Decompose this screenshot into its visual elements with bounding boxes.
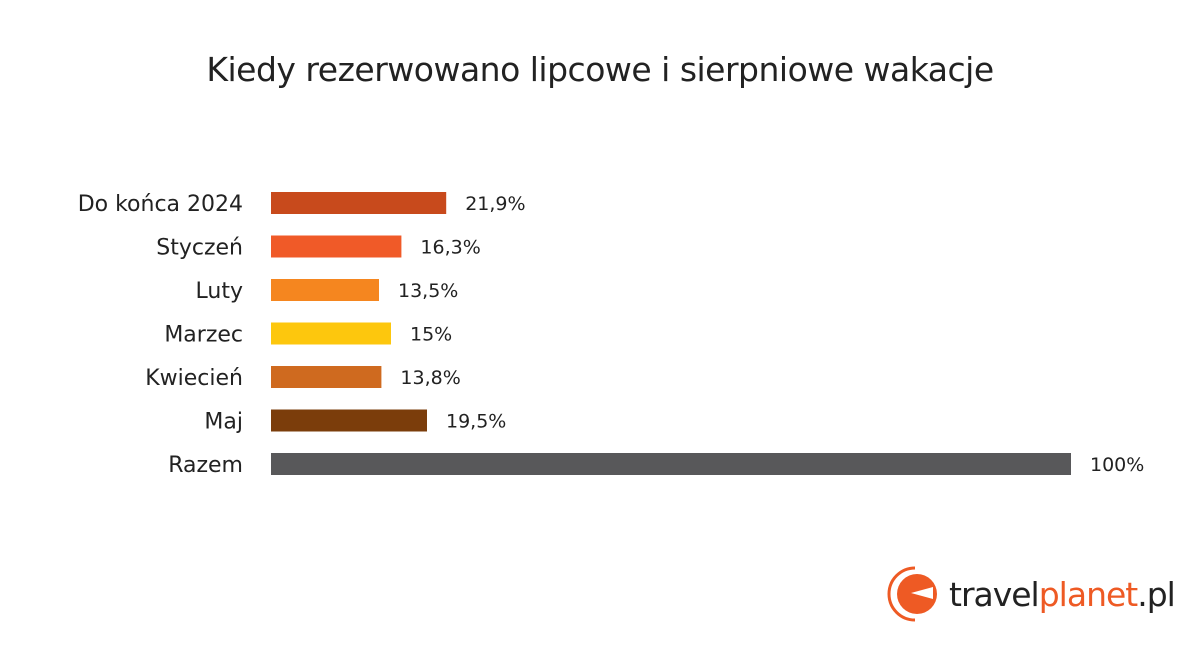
data-label: 15%	[410, 324, 452, 346]
category-label: Styczeń	[156, 236, 243, 261]
chart-title: Kiedy rezerwowano lipcowe i sierpniowe w…	[206, 50, 994, 89]
travelplanet-logo: travelplanet.pl	[885, 565, 1176, 623]
category-label: Luty	[196, 279, 243, 304]
bar	[271, 453, 1071, 475]
logo-text-pl: .pl	[1137, 574, 1176, 614]
bar	[271, 366, 382, 388]
data-label: 16,3%	[420, 237, 480, 259]
bar	[271, 322, 391, 345]
bar	[271, 279, 379, 301]
logo-text-planet: planet	[1038, 574, 1138, 614]
category-label: Maj	[204, 410, 243, 435]
data-label: 13,5%	[398, 280, 458, 302]
bar	[271, 192, 447, 214]
category-label: Do końca 2024	[78, 192, 243, 217]
data-label: 100%	[1090, 454, 1144, 476]
data-label: 19,5%	[446, 411, 506, 433]
category-label: Kwiecień	[145, 366, 243, 391]
category-label: Marzec	[164, 323, 243, 348]
data-label: 21,9%	[465, 193, 525, 215]
category-label: Razem	[168, 453, 243, 478]
data-label: 13,8%	[400, 367, 460, 389]
logo-text-travel: travel	[949, 574, 1040, 614]
bar	[271, 409, 427, 432]
logo-icon	[887, 566, 937, 622]
bar	[271, 235, 402, 258]
